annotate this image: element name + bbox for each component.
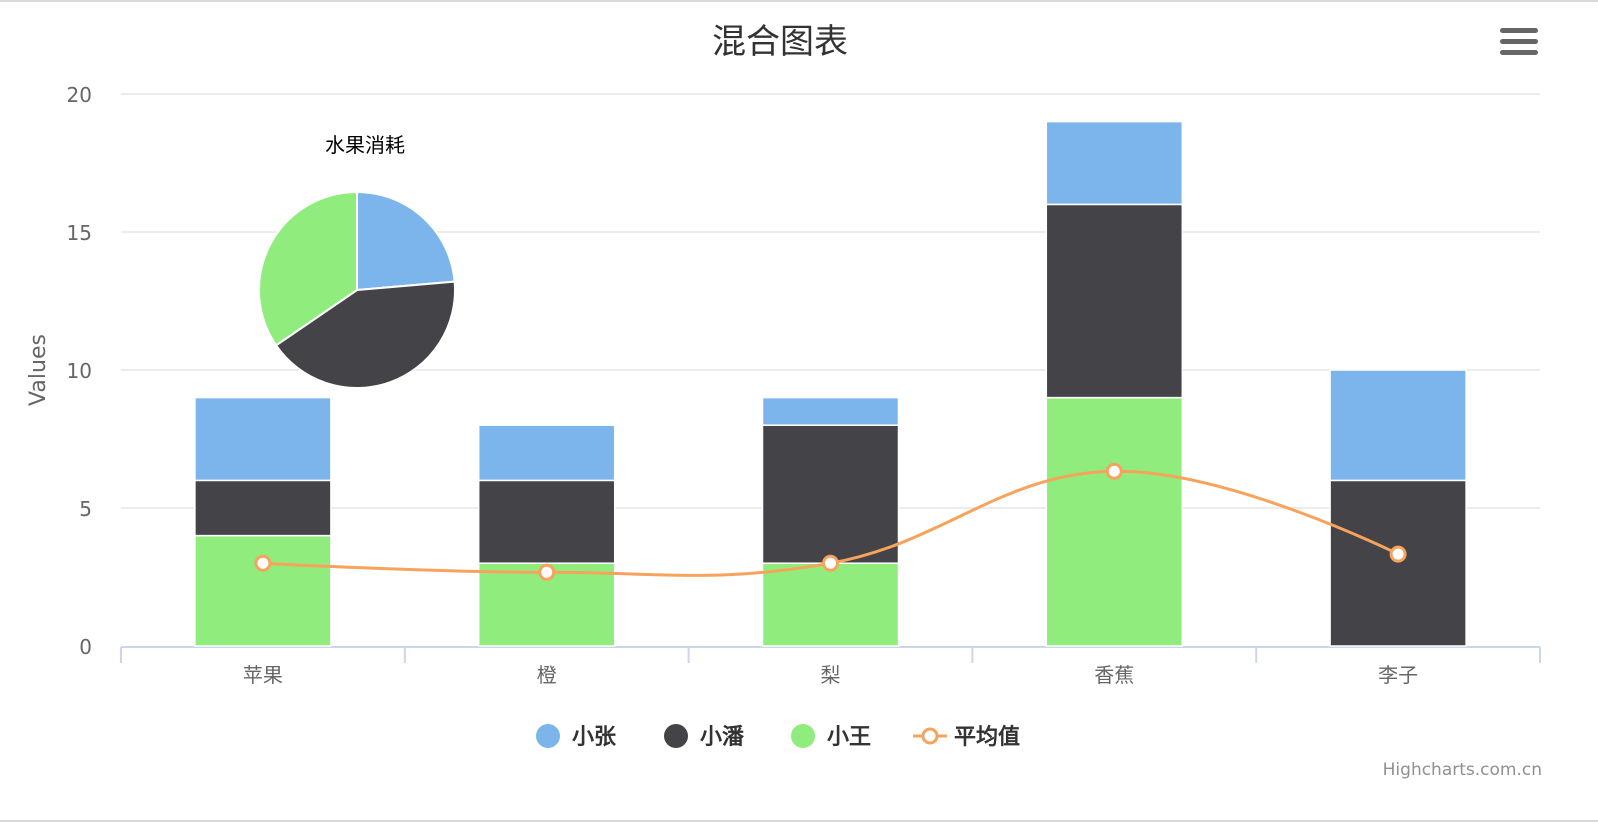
hamburger-menu-icon[interactable] xyxy=(1500,28,1538,62)
average-point-梨 xyxy=(822,554,839,572)
bar-小张-李子 xyxy=(1329,369,1467,482)
x-tick-label: 香蕉 xyxy=(1094,663,1134,687)
average-point-李子 xyxy=(1389,545,1407,563)
average-point-橙 xyxy=(538,563,556,581)
x-tick-label: 梨 xyxy=(821,663,841,687)
y-tick-label: 20 xyxy=(67,83,92,107)
legend-item-平均值[interactable]: 平均值 xyxy=(913,724,1020,750)
x-axis: 苹果 橙 梨 香蕉 李子 xyxy=(120,646,1541,687)
credits-link[interactable]: Highcharts.com.cn xyxy=(1382,760,1542,780)
pie-chart: 水果消耗 xyxy=(258,133,456,389)
average-point-苹果 xyxy=(254,554,272,572)
bar-小潘-苹果 xyxy=(194,479,332,537)
legend-item-小潘[interactable]: 小潘 xyxy=(664,724,745,750)
x-tick-label: 苹果 xyxy=(243,663,283,687)
bar-小张-苹果 xyxy=(194,396,332,482)
bar-小潘-香蕉 xyxy=(1045,203,1184,399)
chart-title: 混合图表 xyxy=(712,22,848,62)
legend-symbol xyxy=(536,724,560,748)
x-tick-label: 橙 xyxy=(537,663,557,687)
legend: 小张 小潘 小王 平均值 xyxy=(536,724,1020,750)
legend-symbol xyxy=(791,724,815,748)
y-tick-label: 15 xyxy=(67,221,92,245)
pie-slice-小王 xyxy=(258,190,358,347)
legend-label: 小张 xyxy=(572,725,617,750)
bar-小张-橙 xyxy=(477,424,616,482)
legend-label: 小潘 xyxy=(700,724,745,750)
y-tick-label: 0 xyxy=(79,635,92,659)
bar-series xyxy=(194,120,1467,647)
legend-item-小张[interactable]: 小张 xyxy=(536,724,617,750)
y-axis-label: Values xyxy=(26,334,51,406)
legend-label: 平均值 xyxy=(954,724,1020,750)
y-tick-label: 10 xyxy=(67,359,92,383)
y-tick-label: 5 xyxy=(79,497,92,521)
bar-小张-香蕉 xyxy=(1045,120,1184,206)
legend-label: 小王 xyxy=(827,725,871,750)
pie-title: 水果消耗 xyxy=(325,133,405,157)
average-point-香蕉 xyxy=(1105,462,1123,480)
legend-marker-symbol xyxy=(921,727,939,745)
bar-小王-香蕉 xyxy=(1045,396,1184,647)
average-line-series xyxy=(254,462,1407,581)
legend-symbol xyxy=(664,724,688,748)
pie-slice-小张 xyxy=(356,190,456,292)
bar-小王-苹果 xyxy=(194,534,332,647)
bar-小潘-梨 xyxy=(761,424,900,564)
bar-小潘-橙 xyxy=(477,479,616,564)
y-axis: 0 5 10 15 20 Values xyxy=(26,83,92,659)
legend-item-小王[interactable]: 小王 xyxy=(791,724,871,750)
bar-小潘-李子 xyxy=(1329,479,1467,647)
bar-小张-梨 xyxy=(761,396,900,426)
bar-小王-梨 xyxy=(761,562,900,647)
pie-slice-小潘 xyxy=(274,280,456,389)
x-tick-label: 李子 xyxy=(1378,663,1418,687)
